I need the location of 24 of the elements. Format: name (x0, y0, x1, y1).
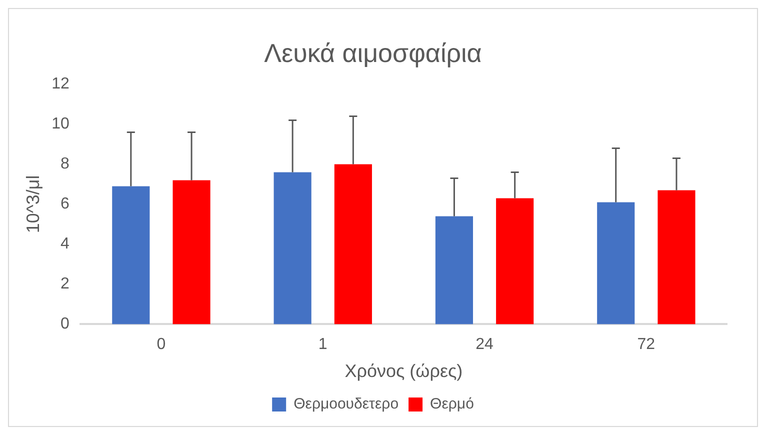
bar (274, 172, 312, 324)
bar (334, 164, 372, 324)
y-tick-label: 10 (52, 116, 70, 133)
bar (658, 190, 696, 324)
y-tick-label: 6 (60, 196, 70, 213)
x-tick-label: 1 (318, 336, 328, 354)
y-tick-label: 0 (60, 316, 70, 333)
chart-title: Λευκά αιμοσφαίρια (264, 38, 482, 68)
legend-label: Θερμοουδετερο (294, 396, 399, 413)
x-tick-label: 0 (156, 336, 166, 354)
bar (112, 186, 150, 324)
x-tick-label: 24 (476, 336, 494, 354)
legend-label: Θερμό (430, 396, 474, 413)
y-tick-label: 2 (60, 276, 70, 293)
bar (496, 198, 534, 324)
x-tick-label: 72 (637, 336, 656, 354)
y-tick-label: 8 (60, 156, 70, 173)
bar (435, 216, 474, 324)
x-axis-title: Χρόνος (ώρες) (344, 361, 463, 382)
y-tick-label: 12 (52, 76, 70, 93)
bar (597, 202, 635, 324)
y-axis-title: 10^3/μl (22, 175, 43, 234)
bar (172, 180, 210, 324)
y-tick-label: 4 (60, 236, 70, 253)
